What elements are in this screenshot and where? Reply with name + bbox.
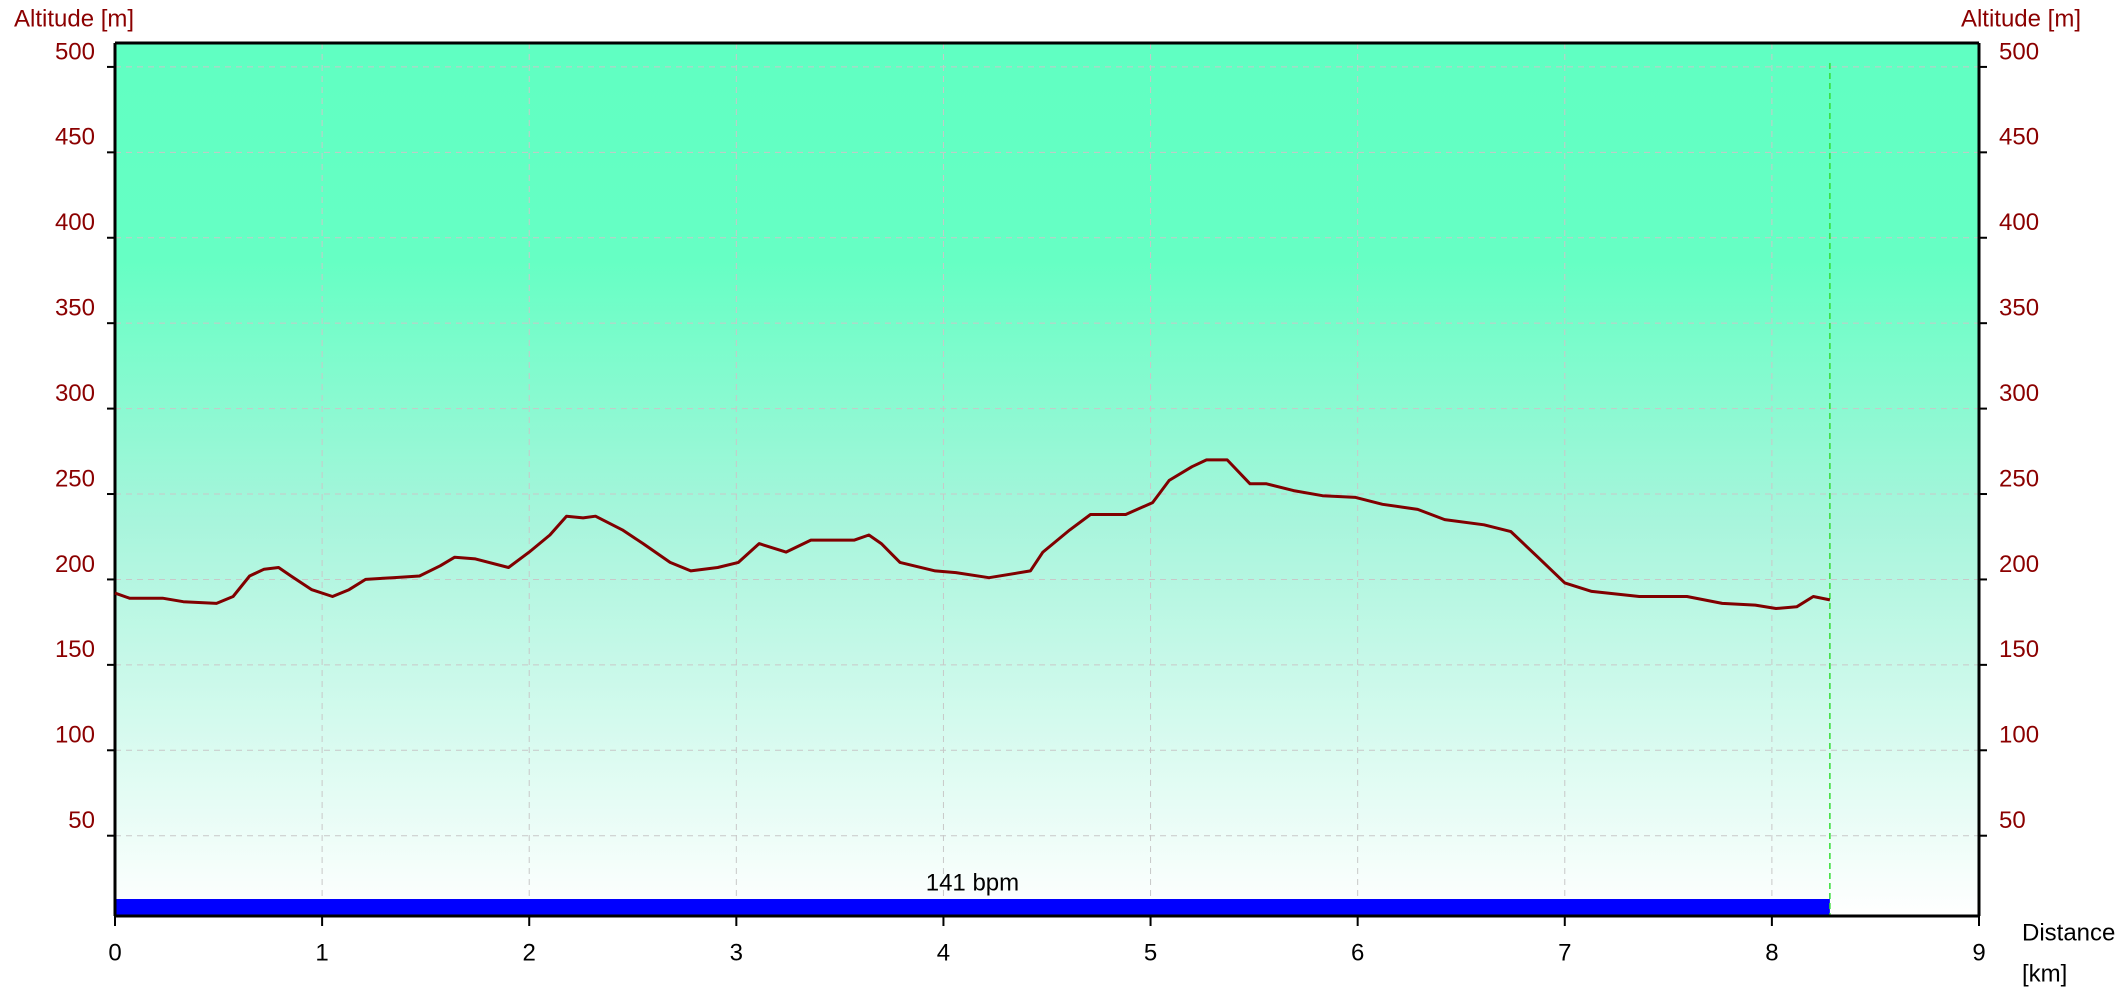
zone-bar <box>115 899 1830 916</box>
y-tick-label: 200 <box>55 551 95 578</box>
y-tick-label: 50 <box>68 807 95 834</box>
y-tick-label: 150 <box>55 636 95 663</box>
y-tick-label: 500 <box>55 38 95 65</box>
y-tick-label: 350 <box>55 295 95 322</box>
y2-tick-label: 100 <box>1999 722 2039 749</box>
x-tick-label: 2 <box>523 939 536 966</box>
x-axis-unit: [km] <box>2022 960 2067 987</box>
x-tick-label: 0 <box>108 939 121 966</box>
y2-tick-label: 50 <box>1999 807 2026 834</box>
y2-tick-label: 150 <box>1999 636 2039 663</box>
y-axis-label: Altitude [m] <box>14 5 134 32</box>
y2-tick-label: 250 <box>1999 465 2039 492</box>
x-tick-label: 3 <box>730 939 743 966</box>
x-tick-label: 1 <box>315 939 328 966</box>
y-tick-label: 300 <box>55 380 95 407</box>
y2-tick-label: 450 <box>1999 124 2039 151</box>
x-tick-label: 4 <box>937 939 950 966</box>
x-axis-label: Distance <box>2022 919 2115 946</box>
y-tick-label: 250 <box>55 465 95 492</box>
y2-tick-label: 350 <box>1999 295 2039 322</box>
y2-tick-label: 200 <box>1999 551 2039 578</box>
y2-tick-label: 400 <box>1999 209 2039 236</box>
y-tick-label: 100 <box>55 722 95 749</box>
x-tick-label: 7 <box>1558 939 1571 966</box>
x-tick-label: 8 <box>1765 939 1778 966</box>
y2-tick-label: 500 <box>1999 38 2039 65</box>
x-tick-label: 6 <box>1351 939 1364 966</box>
x-tick-label: 5 <box>1144 939 1157 966</box>
y-tick-label: 400 <box>55 209 95 236</box>
y2-axis-label: Altitude [m] <box>1961 5 2081 32</box>
y-tick-label: 450 <box>55 124 95 151</box>
zone-label: 141 bpm <box>926 869 1019 896</box>
y2-tick-label: 300 <box>1999 380 2039 407</box>
plot-background <box>115 43 1979 916</box>
altitude-line <box>114 458 1831 610</box>
x-tick-label: 9 <box>1972 939 1985 966</box>
